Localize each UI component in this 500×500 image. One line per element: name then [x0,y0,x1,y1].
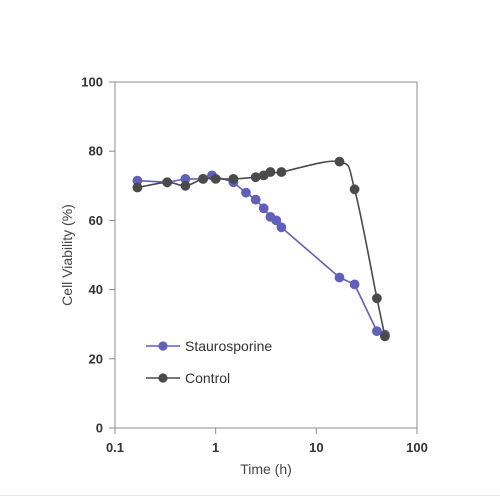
y-tick-label: 60 [89,213,103,228]
data-point [349,279,360,290]
data-point [271,215,282,226]
data-point [349,184,360,195]
data-point [258,203,269,214]
data-point [276,222,287,233]
data-point [210,173,221,184]
y-tick-label: 0 [96,421,103,436]
series-control [132,156,390,342]
legend: Staurosporine Control [146,338,272,386]
data-point [276,167,287,177]
series-line [137,160,386,337]
legend-item-control: Control [146,370,230,386]
data-point [198,173,208,184]
legend-label: Staurosporine [185,338,272,354]
x-tick-label: 0.1 [106,440,124,455]
data-point [250,172,261,183]
plot-area [114,81,418,429]
series-line [137,174,386,336]
legend-label: Control [185,370,230,386]
data-point [250,194,261,205]
axis-tick-labels: 0 20 40 60 80 100 0.1 1 10 100 [81,75,428,456]
x-tick-label: 1 [212,440,219,455]
legend-item-staurosporine: Staurosporine [146,338,272,354]
series-layer [132,156,390,342]
y-tick-label: 40 [89,282,103,297]
data-point [132,182,143,193]
data-point [334,156,345,167]
legend-swatch-marker [158,341,168,351]
axis-ticks [109,81,418,434]
y-tick-label: 100 [81,75,103,90]
series-staurosporine [132,170,390,340]
data-point [162,177,173,188]
data-point [265,167,276,177]
x-tick-label: 100 [406,440,428,455]
x-tick-label: 10 [309,440,323,455]
y-tick-label: 20 [89,351,103,366]
data-point [334,272,345,283]
data-point [180,180,191,191]
y-tick-label: 80 [89,144,103,159]
y-axis-title: Cell Viability (%) [59,204,75,306]
data-point [371,293,382,304]
plot-frame [114,81,418,429]
data-point [228,173,239,184]
divider [0,495,500,496]
data-point [379,331,390,342]
x-axis-title: Time (h) [240,461,292,477]
legend-swatch-marker [158,373,168,383]
data-point [241,187,251,198]
